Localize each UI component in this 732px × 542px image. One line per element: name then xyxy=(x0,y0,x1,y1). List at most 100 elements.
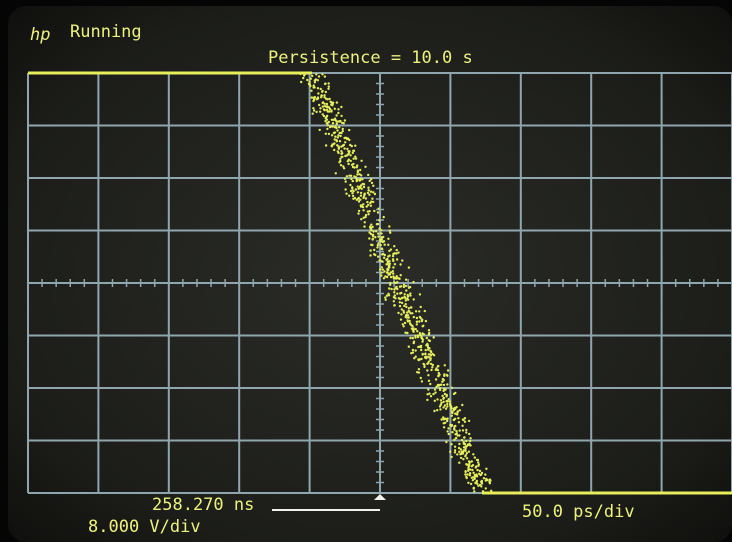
trace-dot xyxy=(467,467,470,471)
trace-dot xyxy=(370,178,373,181)
trace-dot xyxy=(427,356,431,359)
trace-dot xyxy=(457,446,461,450)
trace-dot xyxy=(323,96,326,99)
trace-dot xyxy=(369,190,373,193)
trace-dot xyxy=(472,486,475,489)
trace-dot xyxy=(362,195,366,198)
trace-dot xyxy=(411,325,414,328)
trace-dot xyxy=(425,344,428,347)
trace-dot xyxy=(356,191,360,194)
trace-dot xyxy=(367,173,370,177)
trace-dot xyxy=(377,235,380,238)
trace-dot xyxy=(311,112,314,115)
trace-dot xyxy=(403,304,406,308)
trace-dot xyxy=(427,360,430,363)
trace-dot xyxy=(456,453,459,456)
trace-dot xyxy=(337,134,340,137)
trace-dot xyxy=(396,292,399,295)
trace-dot xyxy=(331,143,334,146)
trace-dot xyxy=(472,453,475,456)
trace-dot xyxy=(431,366,434,369)
trace-dot xyxy=(446,369,450,372)
trace-dot xyxy=(437,375,440,378)
trace-dot xyxy=(362,203,365,206)
trace-dot xyxy=(442,416,445,419)
trace-dot xyxy=(465,457,469,460)
trace-dot xyxy=(339,164,343,167)
trace-dot xyxy=(371,243,374,247)
trace-dot xyxy=(308,83,311,86)
trace-dot xyxy=(324,82,327,85)
trace-dot xyxy=(380,266,383,269)
trace-dot xyxy=(324,144,328,147)
trace-dot xyxy=(386,263,389,266)
trace-dot xyxy=(423,309,426,313)
trace-dot xyxy=(320,94,323,97)
trace-dot xyxy=(404,278,408,281)
trace-dot xyxy=(442,406,445,409)
trace-dot xyxy=(348,150,351,153)
trace-dot xyxy=(456,411,459,414)
trace-dot xyxy=(342,122,345,125)
trace-dot xyxy=(326,110,330,113)
trace-dot xyxy=(463,436,466,439)
trace-dot xyxy=(440,383,443,386)
trace-dot xyxy=(362,209,365,212)
trace-dot xyxy=(458,409,461,412)
trace-dot xyxy=(370,181,374,185)
trace-dot xyxy=(328,107,332,111)
trace-dot xyxy=(454,436,458,440)
trace-dot xyxy=(439,408,442,411)
trace-dot xyxy=(364,213,368,217)
trace-dot xyxy=(340,131,343,135)
trace-dot xyxy=(364,197,368,200)
trace-dot xyxy=(460,450,463,454)
trace-dot xyxy=(459,453,462,456)
trace-dot xyxy=(469,468,472,471)
trace-dot xyxy=(382,215,385,219)
trace-dot xyxy=(444,417,447,420)
trace-dot xyxy=(426,398,429,402)
trace-dot xyxy=(444,407,448,410)
trace-dot xyxy=(458,450,461,453)
trace-dot xyxy=(473,456,476,459)
trace-dot xyxy=(412,315,415,319)
trace-dot xyxy=(363,221,366,224)
trace-dot xyxy=(338,126,341,129)
trace-dot xyxy=(379,240,382,243)
trace-dot xyxy=(461,424,464,427)
trace-dot xyxy=(399,274,402,277)
trace-dot xyxy=(321,101,324,105)
trace-dot xyxy=(419,346,423,349)
trace-dot xyxy=(333,107,336,111)
trace-dot xyxy=(395,248,398,252)
trace-dot xyxy=(354,144,357,147)
trace-dot xyxy=(372,184,375,187)
trace-dot xyxy=(347,158,350,161)
trace-dot xyxy=(445,400,448,403)
trace-dot xyxy=(327,87,330,91)
trace-dot xyxy=(374,230,378,233)
trace-dot xyxy=(369,232,373,236)
trace-dot xyxy=(397,311,400,315)
trace-dot xyxy=(412,328,415,331)
trace-dot xyxy=(424,352,427,355)
trace-dot xyxy=(412,330,415,333)
trace-dot xyxy=(406,331,409,335)
trace-dot xyxy=(468,442,471,446)
trace-dot xyxy=(465,475,468,478)
trace-dot xyxy=(368,193,371,196)
trace-dot xyxy=(465,452,469,455)
trace-dot xyxy=(404,331,407,334)
trace-dot xyxy=(348,128,351,132)
trace-dot xyxy=(330,101,333,104)
trace-dot xyxy=(384,296,387,299)
trace-dot xyxy=(458,461,461,464)
trace-dot xyxy=(458,442,461,446)
trace-dot xyxy=(324,117,327,120)
trace-dot xyxy=(466,473,469,476)
trace-dot xyxy=(388,225,391,228)
trace-dot xyxy=(439,399,443,402)
trace-dot xyxy=(422,333,425,336)
trace-dot xyxy=(392,259,395,263)
